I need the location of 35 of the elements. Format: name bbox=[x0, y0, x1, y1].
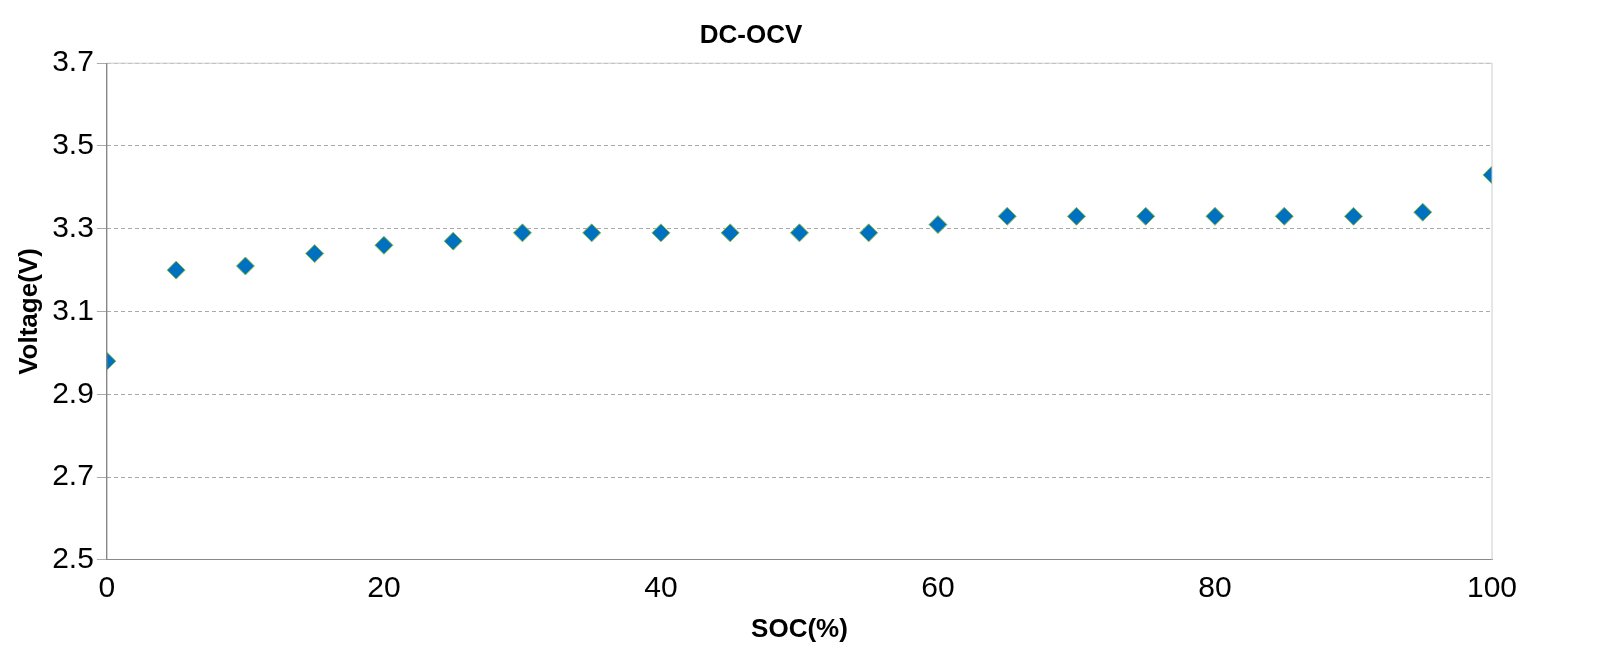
y-tick-label: 2.7 bbox=[52, 458, 94, 492]
point bbox=[512, 223, 532, 243]
x-tick-label: 60 bbox=[921, 570, 955, 604]
chart-title: DC-OCV bbox=[699, 18, 803, 49]
point bbox=[235, 256, 255, 276]
x-tick-label: 80 bbox=[1198, 570, 1232, 604]
y-tick-label: 3.7 bbox=[52, 44, 94, 78]
y-tick-label: 2.5 bbox=[52, 541, 94, 575]
point bbox=[928, 215, 948, 235]
y-tick-label: 3.5 bbox=[52, 127, 94, 161]
point bbox=[305, 244, 325, 264]
point bbox=[1413, 202, 1433, 222]
y-axis-title: Voltage(V) bbox=[12, 248, 43, 375]
point bbox=[859, 223, 879, 243]
point bbox=[374, 235, 394, 255]
point bbox=[651, 223, 671, 243]
point bbox=[789, 223, 809, 243]
y-tick-label: 3.1 bbox=[52, 292, 94, 326]
x-tick-label: 20 bbox=[367, 570, 401, 604]
point bbox=[720, 223, 740, 243]
point bbox=[1136, 206, 1156, 226]
y-tick-label: 3.3 bbox=[52, 210, 94, 243]
point bbox=[997, 206, 1017, 226]
point bbox=[443, 231, 463, 251]
point bbox=[1205, 206, 1225, 226]
point bbox=[1274, 206, 1294, 226]
point bbox=[1066, 206, 1086, 226]
x-tick-label: 100 bbox=[1466, 570, 1518, 604]
point bbox=[166, 260, 186, 280]
y-tick-label: 2.9 bbox=[52, 375, 94, 409]
point bbox=[582, 223, 602, 243]
point bbox=[1343, 206, 1363, 226]
x-axis-title: SOC(%) bbox=[751, 612, 848, 643]
x-tick-label: 0 bbox=[98, 570, 116, 604]
x-tick-label: 40 bbox=[644, 570, 678, 604]
